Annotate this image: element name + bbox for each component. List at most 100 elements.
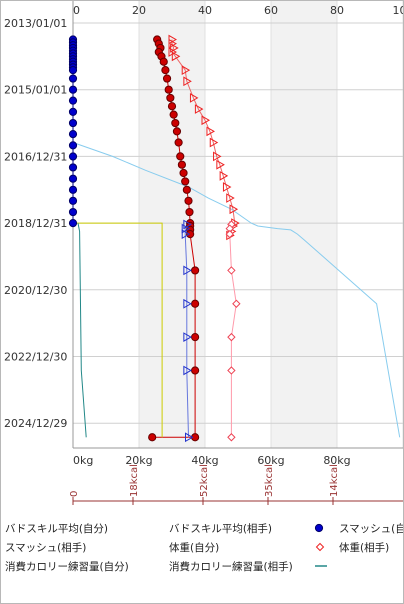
date-tick-label: 2018/12/31 bbox=[4, 217, 67, 230]
legend-marker-1 bbox=[314, 523, 324, 533]
series-0-point bbox=[68, 96, 78, 105]
date-tick-label: 2024/12/29 bbox=[4, 417, 67, 430]
series-1-point bbox=[176, 152, 185, 161]
series-3-point bbox=[225, 229, 234, 239]
legend-label-6: 消費カロリー練習量(自分) bbox=[5, 560, 129, 573]
calorie-tick-label: 35kcal bbox=[264, 464, 275, 497]
series-0-point bbox=[68, 130, 78, 139]
series-line-3 bbox=[229, 224, 237, 438]
series-2-point bbox=[168, 38, 178, 49]
calorie-tick-label: 14kcal bbox=[329, 464, 340, 497]
kg-tick-label: 80kg bbox=[323, 454, 350, 467]
series-3-point bbox=[227, 433, 236, 442]
series-0-point bbox=[68, 107, 78, 117]
series-0-point bbox=[68, 85, 78, 94]
series-1-point bbox=[164, 85, 173, 94]
series-0-point bbox=[68, 196, 78, 205]
series-5-point bbox=[181, 223, 191, 234]
series-1-point bbox=[167, 102, 177, 111]
date-tick-label: 2016/12/31 bbox=[4, 150, 67, 163]
date-tick-label: 2013/01/01 bbox=[4, 17, 67, 30]
top-tick-label: 80 bbox=[330, 4, 344, 17]
series-5-point bbox=[183, 219, 192, 230]
series-1-point bbox=[191, 266, 200, 275]
series-5-point bbox=[183, 332, 192, 342]
series-2-point bbox=[229, 204, 239, 215]
series-2-point bbox=[183, 76, 192, 87]
series-2-point bbox=[170, 43, 179, 53]
top-tick-label: 0 bbox=[73, 4, 80, 17]
series-2-point bbox=[213, 151, 222, 162]
series-0-point bbox=[68, 163, 78, 172]
series-1-point bbox=[181, 177, 190, 186]
series-1-point bbox=[161, 66, 170, 75]
series-2-point bbox=[194, 104, 204, 114]
plot-band-1 bbox=[271, 1, 337, 448]
legend-label-5: 体重(相手) bbox=[339, 541, 389, 554]
series-3-point bbox=[227, 366, 236, 375]
series-5-point bbox=[183, 265, 192, 276]
series-0-point bbox=[68, 174, 78, 183]
series-5-point bbox=[183, 298, 192, 309]
series-2-point bbox=[181, 65, 191, 76]
series-0-point bbox=[68, 207, 78, 217]
series-line-5 bbox=[184, 224, 189, 438]
legend-label-1: バドスキル平均(相手) bbox=[169, 522, 272, 535]
series-5-point bbox=[185, 432, 194, 443]
series-0-point bbox=[68, 218, 78, 228]
legend-label-3: スマッシュ(相手) bbox=[5, 541, 86, 554]
calorie-tick-label: 0 bbox=[69, 491, 80, 497]
legend-label-0: バドスキル平均(自分) bbox=[5, 522, 108, 535]
calorie-tick-label: 18kcal bbox=[129, 464, 140, 497]
series-3-point bbox=[232, 299, 241, 308]
series-line-4 bbox=[73, 222, 163, 438]
series-5-point bbox=[183, 365, 192, 376]
series-1-point bbox=[191, 333, 200, 342]
series-2-point bbox=[201, 115, 211, 126]
date-tick-label: 2015/01/01 bbox=[4, 84, 67, 97]
kg-tick-label: 0kg bbox=[73, 454, 93, 467]
kg-tick-label: 40kg bbox=[191, 454, 218, 467]
legend-label-2: スマッシュ(自分) bbox=[339, 522, 403, 535]
series-0-point bbox=[68, 141, 78, 150]
series-0-point bbox=[68, 74, 78, 83]
series-1-point bbox=[185, 207, 194, 217]
series-1-point bbox=[182, 185, 191, 194]
series-1-point bbox=[171, 118, 180, 128]
series-line-2 bbox=[171, 39, 236, 236]
series-5-point bbox=[181, 229, 191, 240]
series-2-point bbox=[206, 126, 215, 137]
series-1-point bbox=[191, 299, 200, 308]
legend-label-7: 消費カロリー練習量(相手) bbox=[169, 560, 293, 573]
top-tick-label: 100 bbox=[393, 4, 404, 17]
series-1-point bbox=[191, 366, 200, 375]
legend-marker-4 bbox=[315, 542, 325, 552]
series-1-point bbox=[148, 433, 157, 442]
series-1-point bbox=[169, 110, 178, 119]
series-line-7 bbox=[72, 142, 401, 438]
series-2-point bbox=[209, 137, 219, 148]
series-0-point bbox=[68, 66, 78, 75]
series-2-point bbox=[226, 193, 235, 203]
series-1-point bbox=[162, 74, 172, 83]
series-0-point bbox=[68, 185, 78, 194]
top-tick-label: 40 bbox=[198, 4, 212, 17]
legend-label-4: 体重(自分) bbox=[169, 541, 219, 554]
series-2-point bbox=[171, 51, 181, 62]
series-1-point bbox=[184, 196, 193, 205]
series-3-point bbox=[227, 266, 236, 275]
series-1-point bbox=[166, 93, 175, 103]
series-1-point bbox=[172, 127, 182, 136]
kg-tick-label: 20kg bbox=[125, 454, 152, 467]
series-2-point bbox=[219, 170, 229, 181]
date-tick-label: 2020/12/30 bbox=[4, 284, 67, 297]
date-tick-label: 2022/12/30 bbox=[4, 350, 67, 363]
series-2-point bbox=[216, 159, 225, 170]
kg-tick-label: 60kg bbox=[257, 454, 284, 467]
series-2-point bbox=[189, 93, 199, 103]
series-0-point bbox=[68, 152, 78, 161]
top-tick-label: 20 bbox=[132, 4, 146, 17]
series-1-point bbox=[174, 138, 183, 147]
series-3-point bbox=[227, 332, 236, 342]
